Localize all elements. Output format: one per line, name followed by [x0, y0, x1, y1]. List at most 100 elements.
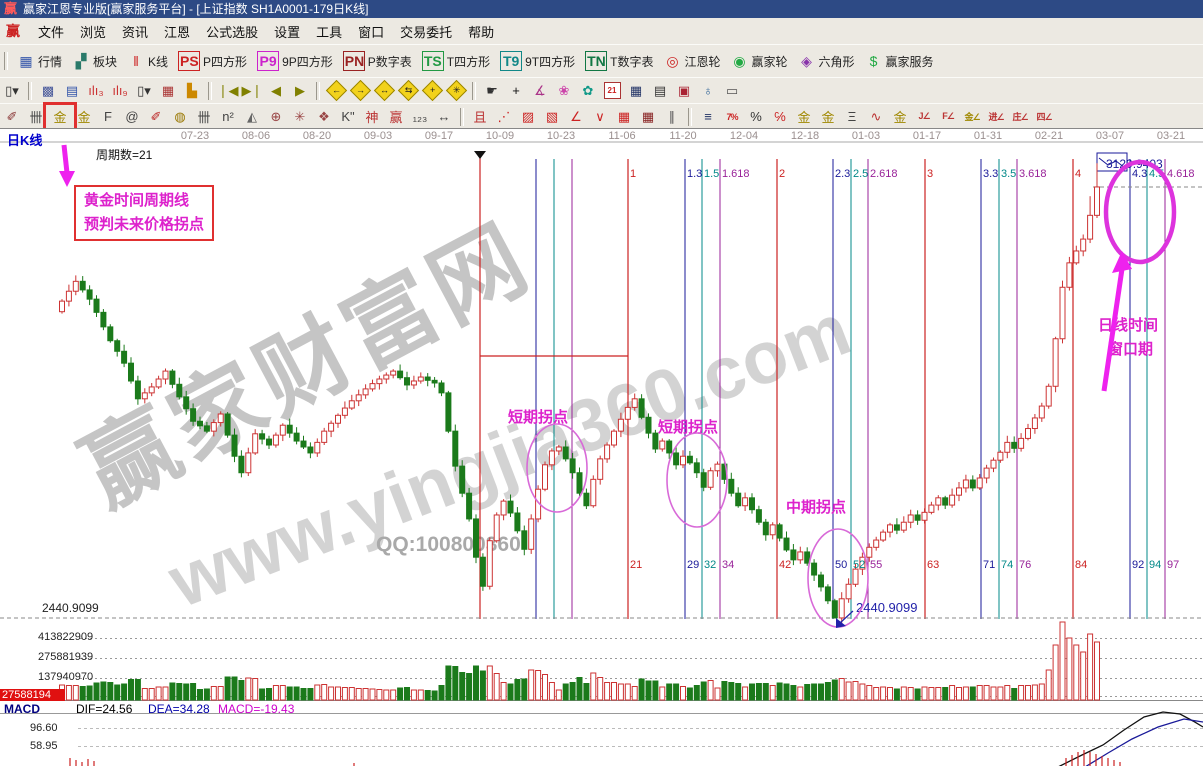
- circle-target-icon[interactable]: ◍: [169, 107, 191, 127]
- sectors-button[interactable]: ▞ 板块: [69, 51, 120, 71]
- boxed-grid-icon[interactable]: ▦: [613, 107, 635, 127]
- span-arrow-icon[interactable]: ↔: [433, 107, 455, 127]
- t-number-button[interactable]: TN T数字表: [582, 50, 656, 72]
- kline-style-selector[interactable]: ▯▾: [1, 81, 23, 101]
- bars3-icon[interactable]: ılı₃: [85, 81, 107, 101]
- f-angle-icon[interactable]: F∠: [937, 107, 959, 127]
- gold-cycle2-icon[interactable]: 金: [73, 107, 95, 127]
- pct-icon[interactable]: %: [745, 107, 767, 127]
- zhuang-angle-icon[interactable]: 庄∠: [1009, 107, 1031, 127]
- ruler123-icon[interactable]: ₁₂₃: [409, 107, 431, 127]
- compass-icon[interactable]: ⊕: [265, 107, 287, 127]
- gold-line-icon[interactable]: 金: [817, 107, 839, 127]
- ying-tool-icon[interactable]: 赢: [385, 107, 407, 127]
- zoom-h-icon[interactable]: ↔: [373, 79, 395, 102]
- gann-wheel-button[interactable]: ◎ 江恩轮: [660, 51, 723, 71]
- j-angle-icon[interactable]: J∠: [913, 107, 935, 127]
- printer-icon[interactable]: ▭: [721, 81, 743, 101]
- boxed-grid2-icon[interactable]: ▦: [637, 107, 659, 127]
- t-square-button[interactable]: TS T四方形: [419, 50, 493, 72]
- t9-square-button[interactable]: T9 9T四方形: [497, 50, 578, 72]
- p-number-button[interactable]: PN P数字表: [340, 50, 415, 72]
- crosshair-icon[interactable]: +: [505, 81, 527, 101]
- brain-tool-icon[interactable]: ✿: [577, 81, 599, 101]
- info-list-icon[interactable]: ▤: [61, 81, 83, 101]
- winner-wheel-icon: ◉: [733, 53, 746, 69]
- pct-line-icon[interactable]: ℅: [769, 107, 791, 127]
- plain-comb-icon[interactable]: 卌: [193, 107, 215, 127]
- k-note-icon[interactable]: K": [337, 107, 359, 127]
- menu-item-9[interactable]: 帮助: [468, 24, 495, 40]
- gold-angle-icon[interactable]: 金∠: [961, 107, 983, 127]
- angle-lines-icon[interactable]: ∠: [565, 107, 587, 127]
- flower-tool-icon[interactable]: ❀: [553, 81, 575, 101]
- hatched-box-icon[interactable]: ▧: [541, 107, 563, 127]
- menu-item-4[interactable]: 公式选股: [206, 24, 259, 40]
- hexagon-button[interactable]: ◈ 六角形: [795, 51, 858, 71]
- n2-icon[interactable]: n²: [217, 107, 239, 127]
- v-lines-icon[interactable]: ∨: [589, 107, 611, 127]
- parallel-lines-icon[interactable]: ∥: [661, 107, 683, 127]
- lookup-globe-icon[interactable]: ♁: [697, 81, 719, 101]
- chart-area[interactable]: 赢家财富网 www.yingjia360.com QQ:100800360 日K…: [0, 128, 1203, 766]
- quotes-button[interactable]: ▦ 行情: [14, 51, 65, 71]
- candle-style-icon[interactable]: ▯▾: [133, 81, 155, 101]
- pct7-icon[interactable]: 7%: [721, 107, 743, 127]
- p9-square-button[interactable]: P9 9P四方形: [254, 50, 336, 72]
- f-comb-icon[interactable]: F: [97, 107, 119, 127]
- zoom-left-icon[interactable]: ←: [325, 79, 347, 102]
- boxed-star-icon[interactable]: ❖: [313, 107, 335, 127]
- chart-label: 01-17: [912, 130, 942, 142]
- chart-label: 周期数=21: [96, 148, 153, 162]
- av-pattern-icon[interactable]: ∿: [865, 107, 887, 127]
- menu-item-8[interactable]: 交易委托: [400, 24, 453, 40]
- shaded-box-icon[interactable]: ▨: [517, 107, 539, 127]
- menu-item-7[interactable]: 窗口: [358, 24, 385, 40]
- jin-angle-icon[interactable]: 进∠: [985, 107, 1007, 127]
- si-angle-icon[interactable]: 四∠: [1033, 107, 1055, 127]
- calendar-icon[interactable]: 21: [601, 81, 623, 101]
- gold-underline-icon[interactable]: 金: [889, 107, 911, 127]
- winner-wheel-button[interactable]: ◉ 赢家轮: [727, 51, 790, 71]
- menu-item-5[interactable]: 设置: [274, 24, 301, 40]
- menu-item-6[interactable]: 工具: [316, 24, 343, 40]
- grid-window-icon[interactable]: ▦: [157, 81, 179, 101]
- step-forward-icon[interactable]: ▶: [289, 81, 311, 101]
- red-brush-icon[interactable]: ✐: [145, 107, 167, 127]
- skip-first-icon[interactable]: ❘◀: [217, 81, 239, 101]
- notepad-icon[interactable]: ▤: [649, 81, 671, 101]
- save-icon[interactable]: ▣: [673, 81, 695, 101]
- measure-bars-icon[interactable]: ≡: [697, 107, 719, 127]
- menu-item-2[interactable]: 资讯: [122, 24, 149, 40]
- menu-item-1[interactable]: 浏览: [80, 24, 107, 40]
- zoom-swap-icon[interactable]: ⇆: [397, 79, 419, 102]
- brush-icon[interactable]: ✐: [1, 107, 23, 127]
- balance-icon[interactable]: Ξ: [841, 107, 863, 127]
- shen-tool-icon[interactable]: 神: [361, 107, 383, 127]
- gold-circle-icon[interactable]: 金: [793, 107, 815, 127]
- kline-button[interactable]: ‖ K线: [124, 51, 171, 71]
- menu-item-0[interactable]: 文件: [38, 24, 65, 40]
- gold-cycle-icon[interactable]: 金: [43, 101, 77, 133]
- gann-grid-icon[interactable]: 且: [469, 107, 491, 127]
- fan-lines-icon[interactable]: ⋰: [493, 107, 515, 127]
- title-bar[interactable]: 赢 赢家江恩专业版[赢家服务平台] - [上证指数 SH1A0001-179日K…: [0, 0, 1203, 18]
- menu-item-3[interactable]: 江恩: [164, 24, 191, 40]
- angle-measure-icon[interactable]: ∡: [529, 81, 551, 101]
- a-mirror-icon[interactable]: ◭: [241, 107, 263, 127]
- p-square-button[interactable]: PS P四方形: [175, 50, 250, 72]
- bars9-icon[interactable]: ılı₉: [109, 81, 131, 101]
- spiral-icon[interactable]: @: [121, 107, 143, 127]
- pattern-window-icon[interactable]: ▩: [37, 81, 59, 101]
- winner-service-button[interactable]: $ 赢家服务: [862, 51, 937, 71]
- step-back-icon[interactable]: ◀: [265, 81, 287, 101]
- zoom-all-icon[interactable]: +: [421, 79, 443, 102]
- skip-last-icon[interactable]: ▶❘: [241, 81, 263, 101]
- hand-tool-icon[interactable]: ☛: [481, 81, 503, 101]
- zoom-star-icon[interactable]: ✳: [445, 79, 467, 102]
- star-compass-icon[interactable]: ✳: [289, 107, 311, 127]
- calculator-icon[interactable]: ▦: [625, 81, 647, 101]
- colored-chart-icon[interactable]: ▙: [181, 81, 203, 101]
- comb-icon[interactable]: 卌: [25, 107, 47, 127]
- zoom-right-icon[interactable]: →: [349, 79, 371, 102]
